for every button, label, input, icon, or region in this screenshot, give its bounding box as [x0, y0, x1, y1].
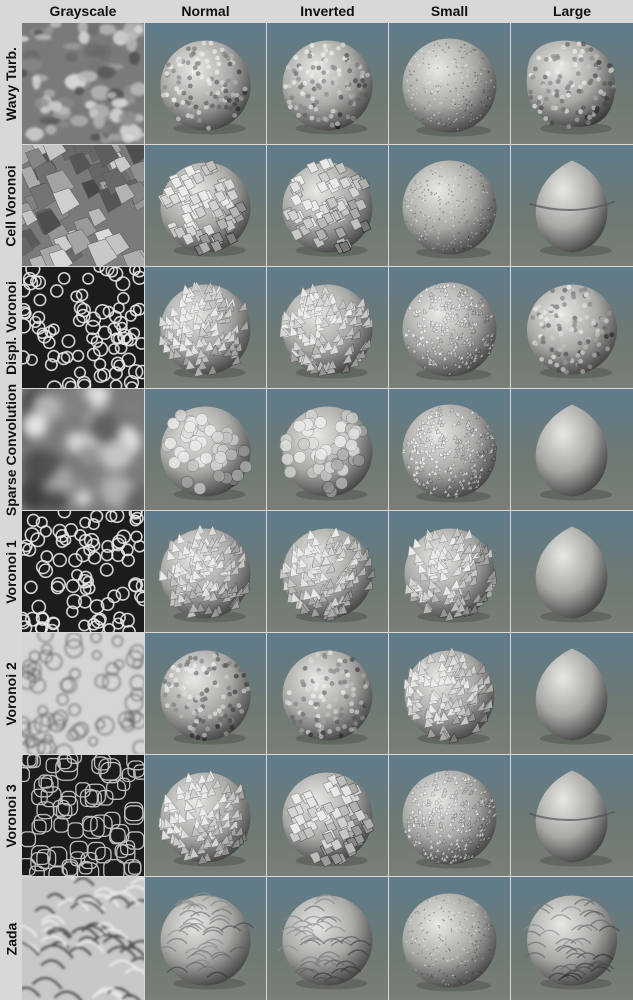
- render-thumbnail: [267, 755, 388, 876]
- render-thumbnail: [389, 267, 510, 388]
- render-thumbnail: [267, 145, 388, 266]
- row-label-text: Voronoi 3: [3, 783, 19, 848]
- render-thumbnail: [267, 877, 388, 1000]
- grayscale-thumbnail: [22, 511, 144, 632]
- render-thumbnail: [389, 877, 510, 1000]
- render-thumbnail: [389, 633, 510, 754]
- row-label-text: Wavy Turb.: [3, 46, 19, 121]
- render-thumbnail: [145, 755, 266, 876]
- render-thumbnail: [145, 389, 266, 510]
- row-label-text: Voronoi 1: [3, 539, 19, 604]
- render-thumbnail: [389, 511, 510, 632]
- render-thumbnail: [145, 633, 266, 754]
- grayscale-thumbnail: [22, 267, 144, 388]
- column-header-normal: Normal: [181, 3, 230, 19]
- column-header-small: Small: [430, 3, 469, 19]
- row-label: Cell Voronoi: [0, 145, 22, 266]
- render-thumbnail: [511, 511, 633, 632]
- render-thumbnail: [511, 267, 633, 388]
- row-label: Zada: [0, 877, 22, 1000]
- render-thumbnail: [389, 389, 510, 510]
- render-thumbnail: [389, 145, 510, 266]
- grayscale-thumbnail: [22, 877, 144, 1000]
- grayscale-thumbnail: [22, 633, 144, 754]
- row-label-text: Cell Voronoi: [3, 164, 20, 247]
- render-thumbnail: [511, 389, 633, 510]
- grayscale-thumbnail: [22, 755, 144, 876]
- row-label: Sparse Convolution: [0, 383, 22, 515]
- render-thumbnail: [389, 23, 510, 144]
- render-thumbnail: [267, 23, 388, 144]
- render-thumbnail: [267, 633, 388, 754]
- grayscale-thumbnail: [22, 389, 144, 510]
- render-thumbnail: [511, 633, 633, 754]
- render-thumbnail: [511, 145, 633, 266]
- render-thumbnail: [267, 389, 388, 510]
- grayscale-thumbnail: [22, 145, 144, 266]
- grayscale-thumbnail: [22, 23, 144, 144]
- render-thumbnail: [145, 877, 266, 1000]
- column-header-inverted: Inverted: [300, 3, 355, 19]
- row-label: Voronoi 1: [0, 511, 22, 632]
- render-thumbnail: [267, 267, 388, 388]
- row-label-text: Sparse Convolution: [3, 383, 20, 516]
- render-thumbnail: [511, 755, 633, 876]
- row-label: Displ. Voronoi: [0, 267, 22, 388]
- row-label-text: Displ. Voronoi: [3, 280, 20, 375]
- row-label-text: Zada: [3, 922, 19, 955]
- render-thumbnail: [145, 145, 266, 266]
- row-label-text: Voronoi 2: [3, 661, 19, 726]
- render-thumbnail: [145, 511, 266, 632]
- column-header-large: Large: [552, 3, 592, 19]
- render-thumbnail: [511, 877, 633, 1000]
- row-label: Wavy Turb.: [0, 23, 22, 144]
- render-thumbnail: [145, 267, 266, 388]
- row-label: Voronoi 3: [0, 755, 22, 876]
- render-thumbnail: [511, 23, 633, 144]
- render-thumbnail: [145, 23, 266, 144]
- column-header-grayscale: Grayscale: [49, 3, 117, 19]
- row-label: Voronoi 2: [0, 633, 22, 754]
- render-thumbnail: [267, 511, 388, 632]
- render-thumbnail: [389, 755, 510, 876]
